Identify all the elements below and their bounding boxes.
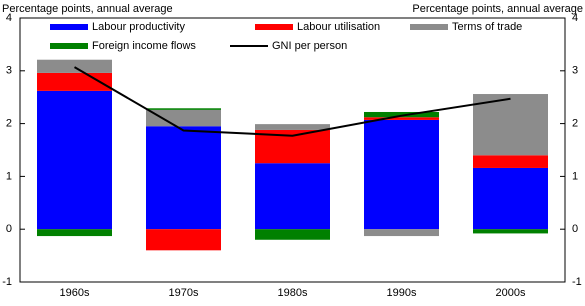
bar-segment <box>364 229 439 237</box>
y2-tick-label: -1 <box>572 276 582 288</box>
legend-swatch <box>50 43 88 49</box>
bar-segment <box>255 229 330 240</box>
legend-swatch <box>255 24 293 30</box>
bar-segment <box>255 163 330 230</box>
bar-segment <box>364 111 439 118</box>
y2-tick-label: 2 <box>572 118 578 130</box>
y-tick-label: 4 <box>6 12 12 24</box>
bar-segment <box>255 124 330 130</box>
y2-tick-label: 1 <box>572 170 578 182</box>
x-tick-label: 1970s <box>169 287 199 299</box>
x-tick-label: 1980s <box>278 287 308 299</box>
bar-segment <box>146 229 221 251</box>
y-tick-label: 1 <box>6 170 12 182</box>
legend-label: Labour utilisation <box>297 21 380 33</box>
legend-label: Foreign income flows <box>92 40 196 52</box>
y2-tick-label: 3 <box>572 65 578 77</box>
bar-segment <box>146 108 221 110</box>
bar-segment <box>364 119 439 230</box>
y-tick-label: 3 <box>6 65 12 77</box>
y-tick-label: 0 <box>6 223 12 235</box>
y2-axis-label: Percentage points, annual average <box>412 3 583 15</box>
bar-segment <box>473 94 548 156</box>
bar-segment <box>473 229 548 234</box>
x-tick-label: 2000s <box>496 287 526 299</box>
line <box>73 66 511 137</box>
bar-segment <box>146 109 221 127</box>
legend-label: Labour productivity <box>92 21 185 33</box>
x-tick-label: 1990s <box>387 287 417 299</box>
bar-segment <box>473 155 548 168</box>
bar-segment <box>37 90 112 230</box>
legend-swatch <box>50 24 88 30</box>
plot-frame <box>19 17 566 283</box>
y-tick-label: 2 <box>6 118 12 130</box>
y-tick-label: -1 <box>2 276 12 288</box>
y-axis-label: Percentage points, annual average <box>2 3 173 15</box>
bar-segment <box>146 126 221 230</box>
bar-segment <box>37 229 112 237</box>
legend-swatch <box>410 24 448 30</box>
legend-label: Terms of trade <box>452 21 522 33</box>
y2-tick-label: 4 <box>572 12 578 24</box>
bar-segment <box>364 117 439 120</box>
bar-segment <box>473 167 548 230</box>
legend-label: GNI per person <box>272 40 347 52</box>
x-tick-label: 1960s <box>60 287 90 299</box>
bar-segment <box>37 59 112 73</box>
y2-tick-label: 0 <box>572 223 578 235</box>
